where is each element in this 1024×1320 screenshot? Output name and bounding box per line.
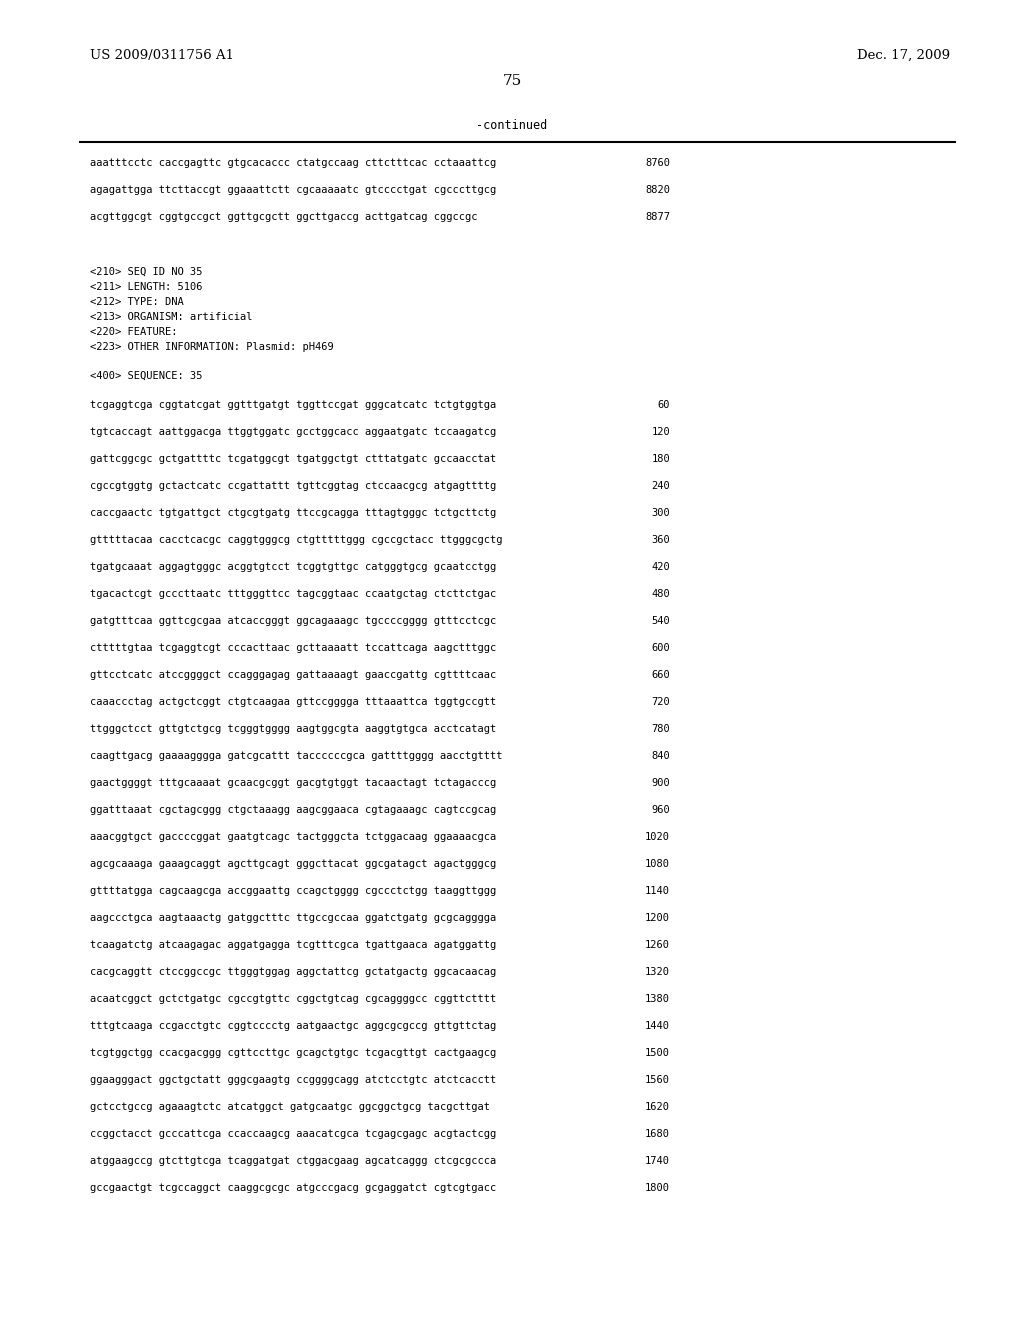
Text: 1500: 1500 [645, 1048, 670, 1059]
Text: Dec. 17, 2009: Dec. 17, 2009 [857, 49, 950, 62]
Text: gttcctcatc atccggggct ccagggagag gattaaaagt gaaccgattg cgttttcaac: gttcctcatc atccggggct ccagggagag gattaaa… [90, 671, 497, 680]
Text: tttgtcaaga ccgacctgtc cggtcccctg aatgaactgc aggcgcgccg gttgttctag: tttgtcaaga ccgacctgtc cggtcccctg aatgaac… [90, 1020, 497, 1031]
Text: tgtcaccagt aattggacga ttggtggatc gcctggcacc aggaatgatc tccaagatcg: tgtcaccagt aattggacga ttggtggatc gcctggc… [90, 426, 497, 437]
Text: 1560: 1560 [645, 1074, 670, 1085]
Text: 240: 240 [651, 480, 670, 491]
Text: caagttgacg gaaaagggga gatcgcattt taccccccgca gattttgggg aacctgtttt: caagttgacg gaaaagggga gatcgcattt taccccc… [90, 751, 503, 762]
Text: aaatttcctc caccgagttc gtgcacaccc ctatgccaag cttctttcac cctaaattcg: aaatttcctc caccgagttc gtgcacaccc ctatgcc… [90, 158, 497, 168]
Text: 1200: 1200 [645, 913, 670, 923]
Text: 1440: 1440 [645, 1020, 670, 1031]
Text: 660: 660 [651, 671, 670, 680]
Text: <400> SEQUENCE: 35: <400> SEQUENCE: 35 [90, 371, 203, 381]
Text: <211> LENGTH: 5106: <211> LENGTH: 5106 [90, 282, 203, 292]
Text: 1380: 1380 [645, 994, 670, 1005]
Text: 1020: 1020 [645, 832, 670, 842]
Text: gaactggggt tttgcaaaat gcaacgcggt gacgtgtggt tacaactagt tctagacccg: gaactggggt tttgcaaaat gcaacgcggt gacgtgt… [90, 777, 497, 788]
Text: 600: 600 [651, 643, 670, 653]
Text: 360: 360 [651, 535, 670, 545]
Text: tcaagatctg atcaagagac aggatgagga tcgtttcgca tgattgaaca agatggattg: tcaagatctg atcaagagac aggatgagga tcgtttc… [90, 940, 497, 950]
Text: cacgcaggtt ctccggccgc ttgggtggag aggctattcg gctatgactg ggcacaacag: cacgcaggtt ctccggccgc ttgggtggag aggctat… [90, 968, 497, 977]
Text: 960: 960 [651, 805, 670, 814]
Text: ggaagggact ggctgctatt gggcgaagtg ccggggcagg atctcctgtc atctcacctt: ggaagggact ggctgctatt gggcgaagtg ccggggc… [90, 1074, 497, 1085]
Text: ttgggctcct gttgtctgcg tcgggtgggg aagtggcgta aaggtgtgca acctcatagt: ttgggctcct gttgtctgcg tcgggtgggg aagtggc… [90, 723, 497, 734]
Text: gccgaactgt tcgccaggct caaggcgcgc atgcccgacg gcgaggatct cgtcgtgacc: gccgaactgt tcgccaggct caaggcgcgc atgcccg… [90, 1183, 497, 1193]
Text: <213> ORGANISM: artificial: <213> ORGANISM: artificial [90, 312, 253, 322]
Text: gctcctgccg agaaagtctc atcatggct gatgcaatgc ggcggctgcg tacgcttgat: gctcctgccg agaaagtctc atcatggct gatgcaat… [90, 1102, 490, 1111]
Text: <212> TYPE: DNA: <212> TYPE: DNA [90, 297, 183, 308]
Text: 780: 780 [651, 723, 670, 734]
Text: <220> FEATURE:: <220> FEATURE: [90, 327, 177, 337]
Text: tcgtggctgg ccacgacggg cgttccttgc gcagctgtgc tcgacgttgt cactgaagcg: tcgtggctgg ccacgacggg cgttccttgc gcagctg… [90, 1048, 497, 1059]
Text: ccggctacct gcccattcga ccaccaagcg aaacatcgca tcgagcgagc acgtactcgg: ccggctacct gcccattcga ccaccaagcg aaacatc… [90, 1129, 497, 1139]
Text: gtttttacaa cacctcacgc caggtgggcg ctgtttttggg cgccgctacc ttgggcgctg: gtttttacaa cacctcacgc caggtgggcg ctgtttt… [90, 535, 503, 545]
Text: agagattgga ttcttaccgt ggaaattctt cgcaaaaatc gtcccctgat cgcccttgcg: agagattgga ttcttaccgt ggaaattctt cgcaaaa… [90, 185, 497, 195]
Text: atggaagccg gtcttgtcga tcaggatgat ctggacgaag agcatcaggg ctcgcgccca: atggaagccg gtcttgtcga tcaggatgat ctggacg… [90, 1156, 497, 1166]
Text: 540: 540 [651, 616, 670, 626]
Text: acaatcggct gctctgatgc cgccgtgttc cggctgtcag cgcaggggcc cggttctttt: acaatcggct gctctgatgc cgccgtgttc cggctgt… [90, 994, 497, 1005]
Text: 900: 900 [651, 777, 670, 788]
Text: 8877: 8877 [645, 213, 670, 222]
Text: 1620: 1620 [645, 1102, 670, 1111]
Text: aagccctgca aagtaaactg gatggctttc ttgccgccaa ggatctgatg gcgcagggga: aagccctgca aagtaaactg gatggctttc ttgccgc… [90, 913, 497, 923]
Text: 8820: 8820 [645, 185, 670, 195]
Text: <223> OTHER INFORMATION: Plasmid: pH469: <223> OTHER INFORMATION: Plasmid: pH469 [90, 342, 334, 352]
Text: 480: 480 [651, 589, 670, 599]
Text: 840: 840 [651, 751, 670, 762]
Text: caaaccctag actgctcggt ctgtcaagaa gttccgggga tttaaattca tggtgccgtt: caaaccctag actgctcggt ctgtcaagaa gttccgg… [90, 697, 497, 708]
Text: 1080: 1080 [645, 859, 670, 869]
Text: 8760: 8760 [645, 158, 670, 168]
Text: ctttttgtaa tcgaggtcgt cccacttaac gcttaaaatt tccattcaga aagctttggc: ctttttgtaa tcgaggtcgt cccacttaac gcttaaa… [90, 643, 497, 653]
Text: 75: 75 [503, 74, 521, 88]
Text: 1140: 1140 [645, 886, 670, 896]
Text: US 2009/0311756 A1: US 2009/0311756 A1 [90, 49, 234, 62]
Text: gattcggcgc gctgattttc tcgatggcgt tgatggctgt ctttatgatc gccaacctat: gattcggcgc gctgattttc tcgatggcgt tgatggc… [90, 454, 497, 465]
Text: 1260: 1260 [645, 940, 670, 950]
Text: -continued: -continued [476, 119, 548, 132]
Text: 120: 120 [651, 426, 670, 437]
Text: gttttatgga cagcaagcga accggaattg ccagctgggg cgccctctgg taaggttggg: gttttatgga cagcaagcga accggaattg ccagctg… [90, 886, 497, 896]
Text: gatgtttcaa ggttcgcgaa atcaccgggt ggcagaaagc tgccccgggg gtttcctcgc: gatgtttcaa ggttcgcgaa atcaccgggt ggcagaa… [90, 616, 497, 626]
Text: ggatttaaat cgctagcggg ctgctaaagg aagcggaaca cgtagaaagc cagtccgcag: ggatttaaat cgctagcggg ctgctaaagg aagcgga… [90, 805, 497, 814]
Text: 1800: 1800 [645, 1183, 670, 1193]
Text: 720: 720 [651, 697, 670, 708]
Text: 1680: 1680 [645, 1129, 670, 1139]
Text: 1320: 1320 [645, 968, 670, 977]
Text: 60: 60 [657, 400, 670, 411]
Text: 300: 300 [651, 508, 670, 517]
Text: aaacggtgct gaccccggat gaatgtcagc tactgggcta tctggacaag ggaaaacgca: aaacggtgct gaccccggat gaatgtcagc tactggg… [90, 832, 497, 842]
Text: agcgcaaaga gaaagcaggt agcttgcagt gggcttacat ggcgatagct agactgggcg: agcgcaaaga gaaagcaggt agcttgcagt gggctta… [90, 859, 497, 869]
Text: tgacactcgt gcccttaatc tttgggttcc tagcggtaac ccaatgctag ctcttctgac: tgacactcgt gcccttaatc tttgggttcc tagcggt… [90, 589, 497, 599]
Text: cgccgtggtg gctactcatc ccgattattt tgttcggtag ctccaacgcg atgagttttg: cgccgtggtg gctactcatc ccgattattt tgttcgg… [90, 480, 497, 491]
Text: tcgaggtcga cggtatcgat ggtttgatgt tggttccgat gggcatcatc tctgtggtga: tcgaggtcga cggtatcgat ggtttgatgt tggttcc… [90, 400, 497, 411]
Text: <210> SEQ ID NO 35: <210> SEQ ID NO 35 [90, 267, 203, 277]
Text: acgttggcgt cggtgccgct ggttgcgctt ggcttgaccg acttgatcag cggccgc: acgttggcgt cggtgccgct ggttgcgctt ggcttga… [90, 213, 477, 222]
Text: 420: 420 [651, 562, 670, 572]
Text: 1740: 1740 [645, 1156, 670, 1166]
Text: caccgaactc tgtgattgct ctgcgtgatg ttccgcagga tttagtgggc tctgcttctg: caccgaactc tgtgattgct ctgcgtgatg ttccgca… [90, 508, 497, 517]
Text: 180: 180 [651, 454, 670, 465]
Text: tgatgcaaat aggagtgggc acggtgtcct tcggtgttgc catgggtgcg gcaatcctgg: tgatgcaaat aggagtgggc acggtgtcct tcggtgt… [90, 562, 497, 572]
